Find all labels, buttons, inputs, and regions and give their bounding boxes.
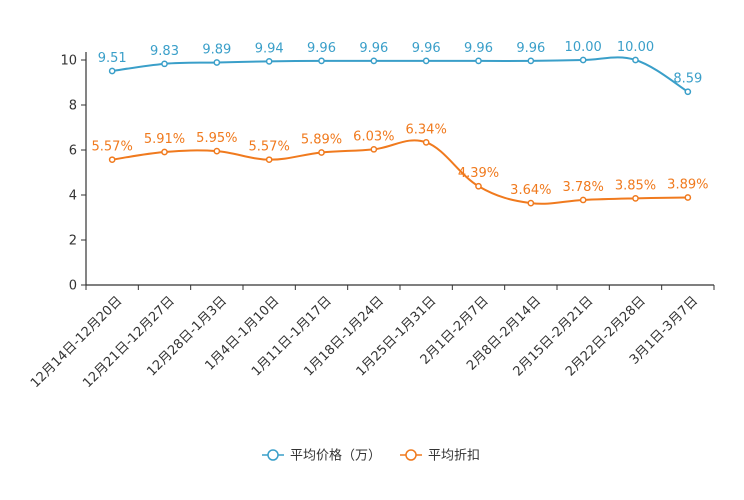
data-point: [318, 57, 325, 65]
data-point: [475, 182, 482, 190]
legend-label: 平均价格（万）: [290, 448, 381, 464]
legend-label: 平均折扣: [428, 449, 480, 464]
data-label: 6.03%: [353, 129, 394, 144]
data-label: 9.96: [464, 41, 493, 56]
x-tick-label: 12月14日-12月20日: [28, 294, 125, 391]
data-point: [422, 57, 430, 65]
data-point: [265, 156, 273, 164]
data-point: [161, 148, 168, 156]
data-label: 5.91%: [144, 132, 185, 147]
legend-marker-icon: [405, 449, 417, 461]
data-point: [632, 56, 639, 64]
data-label: 4.39%: [458, 166, 499, 181]
data-point: [108, 67, 116, 75]
data-point: [370, 57, 378, 65]
data-point: [318, 149, 325, 156]
y-tick-label: 8: [69, 99, 77, 114]
data-label: 10.00: [617, 40, 654, 55]
data-label: 9.96: [359, 41, 388, 56]
data-label: 3.89%: [667, 177, 708, 192]
data-label: 10.00: [565, 40, 602, 55]
data-point: [579, 196, 587, 204]
data-label: 9.51: [98, 51, 127, 66]
data-label: 9.83: [150, 44, 179, 59]
data-label: 5.89%: [301, 132, 342, 147]
series-line: [112, 139, 688, 205]
data-point: [213, 147, 221, 155]
x-tick-label: 12月21日-12月27日: [80, 294, 177, 391]
data-point: [265, 58, 273, 65]
data-label: 5.57%: [249, 140, 290, 155]
data-label: 9.96: [516, 41, 545, 56]
data-label: 6.34%: [406, 122, 447, 137]
data-label: 5.95%: [196, 131, 237, 146]
legend: 平均价格（万） 平均折扣: [262, 448, 480, 464]
data-label: 3.85%: [615, 178, 656, 193]
data-point: [213, 59, 221, 66]
data-label: 9.94: [255, 41, 284, 56]
series-0: 9.51 9.83 9.89 9.94 9.96 9.96 9.96 9.96 9.96 10.0…: [98, 40, 702, 96]
data-label: 9.96: [412, 41, 441, 56]
data-label: 8.59: [673, 72, 702, 87]
y-tick-label: 6: [69, 144, 77, 159]
data-label: 3.78%: [563, 180, 604, 195]
series-line: [112, 56, 689, 93]
axes: 024681012月14日-12月20日12月21日-12月27日12月28日-…: [28, 52, 715, 391]
series-layer: 9.51 9.83 9.89 9.94 9.96 9.96 9.96 9.96 9.96 10.0…: [92, 40, 708, 207]
data-label: 9.89: [202, 42, 231, 57]
data-point: [370, 145, 378, 153]
data-label: 3.64%: [510, 183, 551, 198]
y-tick-label: 10: [60, 54, 77, 69]
y-tick-label: 4: [69, 189, 77, 204]
data-label: 9.96: [307, 41, 336, 56]
data-label: 5.57%: [92, 140, 133, 155]
legend-marker-icon: [267, 449, 279, 461]
legend-item-1[interactable]: 平均折扣: [400, 449, 480, 464]
data-point: [684, 88, 692, 96]
y-tick-label: 2: [69, 234, 77, 249]
data-point: [632, 195, 639, 202]
legend-item-0[interactable]: 平均价格（万）: [262, 448, 381, 464]
data-point: [475, 57, 482, 65]
series-1: 5.57% 5.91% 5.95% 5.57% 5.89% 6.03% 6.34% 4.39%…: [92, 122, 708, 207]
data-point: [161, 60, 168, 68]
y-tick-label: 0: [69, 279, 77, 294]
data-point: [108, 156, 116, 164]
data-point: [684, 194, 692, 201]
data-point: [422, 139, 430, 146]
data-point: [579, 56, 587, 64]
data-point: [527, 199, 535, 207]
data-point: [527, 57, 535, 65]
